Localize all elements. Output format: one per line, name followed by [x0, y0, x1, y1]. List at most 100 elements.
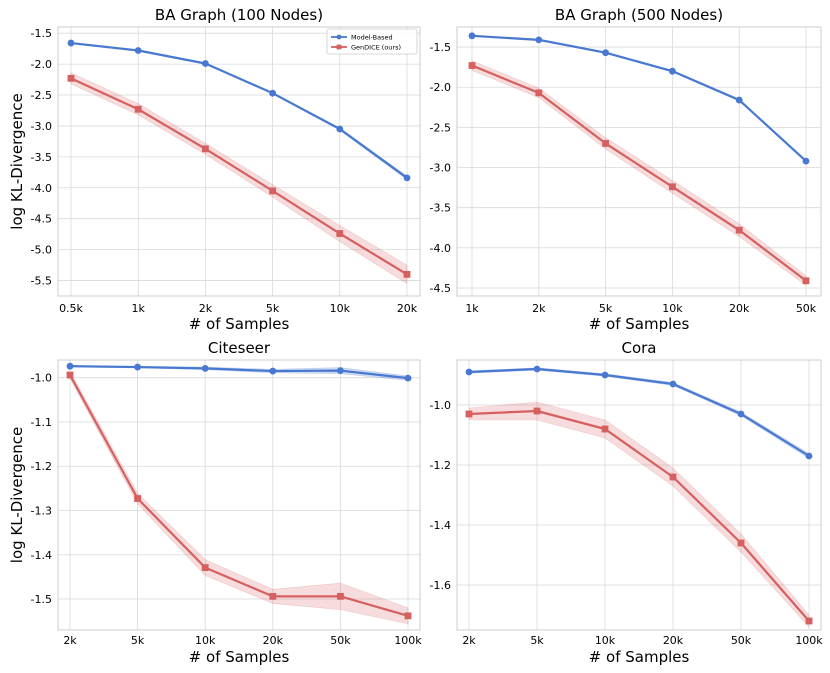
x-tick-label: 20k [729, 302, 750, 315]
model-based-point [669, 380, 677, 388]
gendice-point [669, 473, 677, 481]
x-tick-label: 20k [263, 634, 284, 647]
model-based-point [67, 39, 75, 47]
x-tick-label: 20k [397, 302, 418, 315]
model-based-confidence-band [70, 42, 408, 181]
gendice-point [669, 183, 676, 191]
model-based-point [468, 32, 476, 40]
legend-label-gendice: GenDICE (ours) [351, 43, 401, 51]
legend-marker-model-based [336, 34, 342, 40]
y-tick-label: -5.5 [31, 275, 52, 288]
gendice-series-line [471, 64, 807, 282]
chart-title: BA Graph (500 Nodes) [555, 6, 723, 24]
model-based-point [134, 47, 142, 54]
model-based-point [202, 60, 209, 67]
y-tick-label: -1.5 [31, 27, 52, 40]
model-based-point [533, 365, 541, 373]
model-based-point [601, 371, 609, 379]
x-tick-label: 2k [199, 302, 213, 315]
x-tick-label: 1k [465, 302, 479, 315]
model-based-point [337, 367, 344, 375]
model-based-point [201, 365, 209, 372]
y-tick-label: -1.4 [31, 549, 52, 562]
y-tick-label: -2.5 [31, 89, 52, 102]
y-tick-label: -1.1 [31, 416, 52, 429]
gendice-confidence-band [69, 370, 409, 625]
y-tick-label: -2.0 [31, 58, 52, 71]
legend-label-model-based: Model-Based [351, 33, 393, 41]
chart-panel-3: 2k 5k 10k 20k 50k 100k -1.0 -1.1 -1.2 -1.3 -1.4 -1.… [8, 339, 422, 666]
gendice-point [465, 410, 473, 418]
gendice-point [134, 105, 142, 113]
chart-title: BA Graph (100 Nodes) [155, 6, 323, 24]
y-tick-label: -1.2 [31, 460, 52, 473]
x-tick-label: 50k [731, 634, 752, 647]
y-tick-label: -4.5 [31, 213, 52, 226]
x-tick-label: 5k [599, 302, 613, 315]
x-tick-label: 5k [266, 302, 280, 315]
chart-panel-2: 1k 2k 5k 10k 20k 50k -1.5 -2.0 -2.5 -3.0 -3.5 -4.0 -… [430, 6, 822, 333]
model-based-series-line [69, 365, 409, 380]
gendice-point [202, 145, 209, 153]
model-based-series-line [471, 34, 807, 162]
model-based-point [269, 89, 276, 97]
x-tick-label: 50k [330, 634, 351, 647]
gendice-series-line [70, 77, 408, 276]
x-tick-label: 20k [663, 634, 684, 647]
x-tick-label: 2k [532, 302, 546, 315]
plot-frame [456, 26, 822, 297]
y-tick-label: -3.5 [430, 202, 451, 215]
y-tick-label: -3.0 [31, 120, 52, 133]
y-tick-label: -1.2 [430, 459, 451, 472]
y-tick-label: -2.5 [430, 121, 451, 134]
y-tick-label: -5.0 [31, 244, 52, 257]
plot-frame [456, 359, 822, 631]
model-based-point [805, 452, 813, 460]
legend-marker-gendice [336, 44, 342, 50]
chart-title: Citeseer [208, 339, 271, 357]
y-axis-label: log KL-Divergence [8, 93, 26, 229]
model-based-point [134, 363, 142, 371]
x-tick-label: 10k [662, 302, 683, 315]
y-tick-label: -3.0 [430, 162, 451, 175]
y-tick-label: -2.0 [430, 81, 451, 94]
gendice-point [468, 62, 476, 69]
gendice-point [735, 226, 743, 234]
model-based-series-line [70, 41, 408, 179]
gendice-point [201, 564, 209, 571]
model-based-point [66, 362, 74, 370]
gendice-point [533, 407, 541, 415]
gendice-point [535, 89, 543, 97]
gendice-point [336, 230, 344, 237]
model-based-point [737, 410, 745, 418]
x-tick-label: 1k [132, 302, 146, 315]
x-tick-label: 2k [462, 634, 476, 647]
model-based-point [802, 157, 810, 165]
x-axis-label: # of Samples [189, 315, 290, 333]
x-tick-label: 100k [394, 634, 422, 647]
x-tick-label: 10k [595, 634, 616, 647]
x-tick-label: 0.5k [59, 302, 83, 315]
y-tick-label: -1.3 [31, 504, 52, 517]
gendice-point [134, 495, 141, 502]
gendice-confidence-band [471, 60, 807, 287]
plot-frame [57, 359, 421, 631]
y-tick-label: -4.5 [430, 282, 451, 295]
plot-frame [57, 26, 421, 297]
x-axis-label: # of Samples [189, 648, 290, 666]
x-tick-label: 50k [796, 302, 817, 315]
model-based-point [269, 367, 277, 375]
gendice-point [601, 425, 609, 433]
model-based-confidence-band [471, 34, 807, 163]
gendice-point [403, 270, 411, 278]
chart-title: Cora [621, 339, 656, 357]
legend-box [326, 28, 418, 55]
gendice-point [66, 371, 74, 379]
y-tick-label: -4.0 [31, 182, 52, 195]
x-tick-label: 100k [795, 634, 823, 647]
x-tick-label: 10k [330, 302, 351, 315]
x-tick-label: 5k [131, 634, 145, 647]
gendice-point [805, 617, 813, 625]
y-tick-label: -1.5 [430, 41, 451, 54]
gendice-series-line [69, 374, 409, 617]
